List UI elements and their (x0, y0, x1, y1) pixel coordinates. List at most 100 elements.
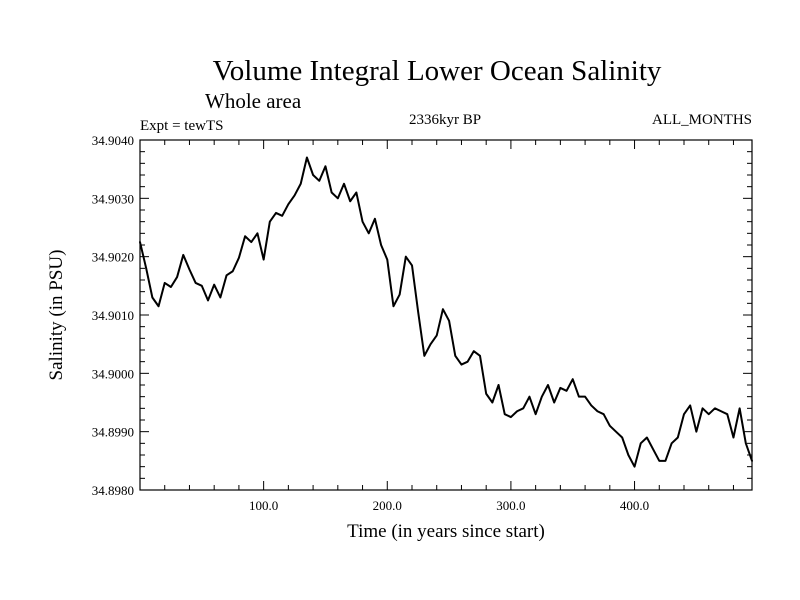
salinity-data-point (479, 355, 480, 356)
salinity-data-point (213, 284, 214, 285)
salinity-data-point (158, 306, 159, 307)
salinity-data-point (430, 343, 431, 344)
y-tick-label: 34.8990 (92, 425, 134, 440)
salinity-data-point (183, 254, 184, 255)
y-tick-label: 34.9010 (92, 308, 134, 323)
salinity-data-point (362, 221, 363, 222)
salinity-data-point (300, 183, 301, 184)
salinity-data-point (733, 437, 734, 438)
salinity-data-point (288, 203, 289, 204)
salinity-data-point (312, 174, 313, 175)
salinity-data-point (696, 431, 697, 432)
salinity-data-point (232, 271, 233, 272)
y-tick-label: 34.8980 (92, 483, 134, 498)
salinity-data-point (152, 297, 153, 298)
salinity-data-point (640, 443, 641, 444)
salinity-data-point (603, 413, 604, 414)
salinity-data-point (393, 306, 394, 307)
salinity-data-point (708, 413, 709, 414)
salinity-data-point (702, 408, 703, 409)
salinity-data-point (251, 241, 252, 242)
x-tick-label: 400.0 (620, 498, 649, 513)
salinity-data-point (176, 276, 177, 277)
salinity-data-point (467, 361, 468, 362)
salinity-data-point (139, 241, 140, 242)
salinity-data-point (257, 233, 258, 234)
salinity-data-point (591, 405, 592, 406)
experiment-label: Expt = tewTS (140, 118, 223, 134)
salinity-data-point (553, 402, 554, 403)
series-layer (139, 156, 753, 468)
salinity-data-point (584, 396, 585, 397)
salinity-data-point (739, 408, 740, 409)
salinity-data-point (207, 300, 208, 301)
salinity-data-point (492, 402, 493, 403)
salinity-data-point (646, 437, 647, 438)
salinity-data-point (195, 282, 196, 283)
salinity-data-point (349, 201, 350, 202)
salinity-data-point (380, 244, 381, 245)
salinity-data-point (436, 335, 437, 336)
y-tick-label: 34.9030 (92, 191, 134, 206)
salinity-data-point (269, 221, 270, 222)
y-tick-label: 34.9040 (92, 133, 134, 148)
y-tick-label: 34.9000 (92, 366, 134, 381)
salinity-data-point (263, 259, 264, 260)
salinity-data-point (325, 166, 326, 167)
x-axis: 100.0 200.0 300.0 400.0 (164, 140, 734, 513)
salinity-data-point (170, 286, 171, 287)
salinity-data-point (572, 378, 573, 379)
x-tick-label: 300.0 (496, 498, 525, 513)
salinity-data-point (145, 268, 146, 269)
salinity-data-point (442, 308, 443, 309)
salinity-data-point (374, 218, 375, 219)
salinity-data-point (164, 282, 165, 283)
salinity-data-point (417, 311, 418, 312)
y-tick-label: 34.9020 (92, 250, 134, 265)
salinity-data-point (294, 195, 295, 196)
salinity-series-line (139, 156, 753, 468)
salinity-data-point (485, 393, 486, 394)
salinity-data-point (343, 183, 344, 184)
salinity-data-point (473, 350, 474, 351)
salinity-data-point (201, 285, 202, 286)
salinity-data-point (615, 431, 616, 432)
salinity-data-point (331, 192, 332, 193)
salinity-data-point (628, 454, 629, 455)
salinity-data-point (189, 269, 190, 270)
salinity-data-point (652, 448, 653, 449)
salinity-data-point (689, 405, 690, 406)
salinity-data-point (275, 212, 276, 213)
salinity-data-point (677, 437, 678, 438)
salinity-data-point (665, 460, 666, 461)
salinity-data-point (337, 198, 338, 199)
salinity-data-point (683, 413, 684, 414)
salinity-data-point (727, 413, 728, 414)
salinity-data-point (504, 413, 505, 414)
salinity-data-point (424, 355, 425, 356)
salinity-data-point (281, 215, 282, 216)
months-label: ALL_MONTHS (652, 112, 752, 128)
salinity-data-point (306, 157, 307, 158)
salinity-data-point (523, 408, 524, 409)
salinity-data-point (560, 387, 561, 388)
salinity-data-point (597, 411, 598, 412)
salinity-data-point (238, 257, 239, 258)
salinity-data-point (578, 396, 579, 397)
salinity-data-point (498, 384, 499, 385)
salinity-data-point (405, 256, 406, 257)
salinity-data-point (634, 466, 635, 467)
salinity-data-point (399, 294, 400, 295)
salinity-data-point (226, 275, 227, 276)
salinity-data-point (455, 355, 456, 356)
salinity-data-point (319, 180, 320, 181)
salinity-data-point (387, 259, 388, 260)
salinity-data-point (510, 416, 511, 417)
salinity-data-point (244, 236, 245, 237)
salinity-data-point (529, 396, 530, 397)
salinity-data-point (220, 297, 221, 298)
salinity-data-point (448, 320, 449, 321)
salinity-data-point (609, 425, 610, 426)
salinity-data-point (356, 192, 357, 193)
period-label: 2336kyr BP (409, 112, 481, 128)
